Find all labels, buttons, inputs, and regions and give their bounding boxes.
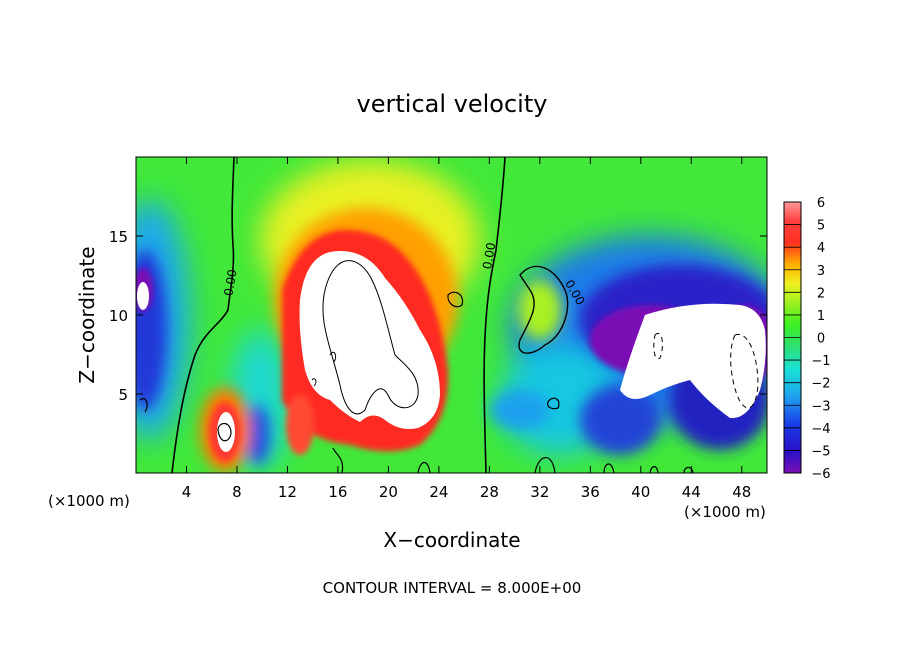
colorbar-tick-label: −5: [811, 444, 830, 459]
x-tick-label: 16: [328, 483, 347, 501]
x-axis-ticks: 4 8 12 16 20 24 28 32 36 40 44 48: [182, 157, 751, 501]
x-tick-label: 24: [429, 483, 448, 501]
colorbar-tick-label: 3: [817, 264, 825, 279]
chart-title: vertical velocity: [357, 90, 548, 118]
colorbar-tick-label: −1: [811, 354, 830, 369]
x-tick-label: 8: [232, 483, 242, 501]
contour-interval-note: CONTOUR INTERVAL = 8.000E+00: [323, 579, 582, 597]
x-tick-label: 12: [278, 483, 297, 501]
x-tick-label: 40: [631, 483, 650, 501]
heatmap-field: [136, 157, 767, 473]
y-axis-label: Z−coordinate: [75, 246, 99, 383]
colorbar-tick-label: 5: [817, 219, 825, 234]
y-tick-label: 5: [118, 386, 128, 404]
x-unit-right: (×1000 m): [684, 503, 766, 521]
contour-lines: [139, 157, 694, 473]
y-tick-label: 15: [109, 228, 128, 246]
x-axis-label: X−coordinate: [383, 528, 520, 552]
colorbar-tick-label: 2: [817, 286, 825, 301]
colorbar-tick-label: −2: [811, 377, 830, 392]
colorbar-tick-label: 4: [817, 241, 825, 256]
x-tick-label: 48: [732, 483, 751, 501]
colorbar-tick-label: −6: [811, 467, 830, 482]
y-tick-label: 10: [109, 307, 128, 325]
x-tick-label: 20: [379, 483, 398, 501]
colorbar-ticks: 6 5 4 3 2 1 0 −1 −2 −3 −4 −5 −6: [784, 196, 831, 482]
colorbar-tick-label: −3: [811, 399, 830, 414]
colorbar-tick-label: −4: [811, 422, 830, 437]
x-tick-label: 44: [682, 483, 701, 501]
x-unit-left: (×1000 m): [48, 492, 130, 510]
colorbar-tick-label: 6: [817, 196, 825, 211]
x-tick-label: 32: [530, 483, 549, 501]
contour-label: 0.00: [221, 268, 239, 297]
x-tick-label: 28: [480, 483, 499, 501]
colorbar-tick-label: 1: [817, 309, 825, 324]
x-tick-label: 36: [581, 483, 600, 501]
contour-lines-dashed: [653, 332, 759, 409]
y-axis-ticks: 5 10 15: [109, 228, 767, 404]
contour-lines-thin: [311, 260, 419, 415]
colorbar-tick-label: 0: [817, 332, 825, 347]
x-tick-label: 4: [182, 483, 192, 501]
contour-label: 0.00: [480, 241, 498, 270]
